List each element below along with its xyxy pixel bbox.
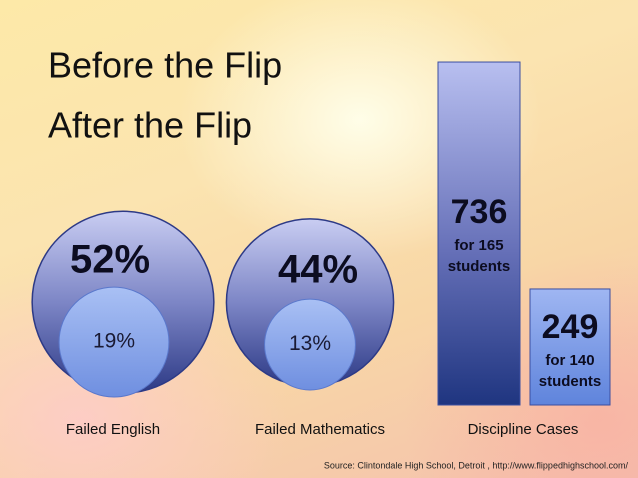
after-circle [58, 286, 170, 398]
after-value: 19% [93, 330, 135, 353]
category-label: Failed English [66, 421, 160, 438]
before-value: 44% [278, 248, 358, 292]
bar-note: for 165 [454, 237, 503, 254]
legend-before: Before the Flip [48, 45, 282, 86]
before-value: 52% [70, 238, 150, 282]
category-label: Failed Mathematics [255, 421, 385, 438]
bar-note: for 140 [545, 352, 594, 369]
legend-after: After the Flip [48, 105, 252, 146]
bar-note: students [539, 373, 602, 390]
after-circle [264, 298, 356, 391]
bar-value: 249 [542, 308, 599, 346]
after-value: 13% [289, 332, 331, 355]
discipline-bar [437, 61, 521, 406]
category-label: Discipline Cases [468, 421, 579, 438]
source: Source: Clintondale High School, Detroit… [324, 460, 629, 470]
discipline-bar [529, 288, 611, 406]
bar-value: 736 [451, 193, 508, 231]
bar-note: students [448, 258, 511, 275]
